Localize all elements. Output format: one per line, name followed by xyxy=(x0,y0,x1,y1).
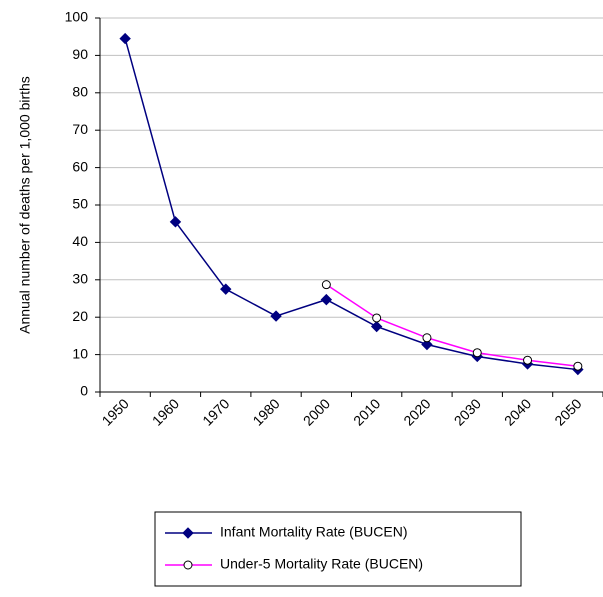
x-tick-label: 2040 xyxy=(501,395,534,428)
x-tick-label: 2030 xyxy=(451,395,484,428)
y-tick-label: 90 xyxy=(72,46,88,62)
x-tick-label: 2010 xyxy=(350,395,383,428)
x-tick-label: 1960 xyxy=(149,395,182,428)
data-point xyxy=(270,310,282,322)
series-line xyxy=(325,284,578,367)
data-point xyxy=(321,280,331,290)
legend-marker xyxy=(183,560,193,570)
y-tick-label: 0 xyxy=(80,383,88,399)
data-point xyxy=(220,283,232,295)
data-point xyxy=(421,338,433,351)
y-tick-label: 60 xyxy=(72,158,88,174)
y-tick-label: 20 xyxy=(72,308,88,324)
data-point xyxy=(573,361,583,371)
x-tick-label: 1980 xyxy=(249,395,282,428)
y-tick-label: 30 xyxy=(72,271,88,287)
x-tick-label: 2000 xyxy=(300,395,333,428)
data-point xyxy=(422,333,432,343)
y-tick-label: 100 xyxy=(65,9,89,25)
x-tick-label: 2050 xyxy=(551,395,584,428)
x-tick-label: 2020 xyxy=(400,395,433,428)
series-line xyxy=(124,38,578,371)
data-point xyxy=(523,355,533,365)
data-point xyxy=(370,320,383,333)
data-point xyxy=(372,313,382,323)
data-point xyxy=(119,32,131,45)
legend-box xyxy=(154,511,522,587)
y-tick-label: 50 xyxy=(72,196,88,212)
x-tick-label: 1970 xyxy=(199,395,232,428)
legend-marker xyxy=(182,527,194,539)
data-point xyxy=(169,216,182,228)
x-tick-label: 1950 xyxy=(99,395,132,428)
y-tick-label: 70 xyxy=(72,121,88,137)
y-tick-label: 80 xyxy=(72,84,88,100)
data-point xyxy=(472,348,482,358)
data-point xyxy=(320,293,333,306)
y-tick-label: 40 xyxy=(72,233,88,249)
legend-label: Infant Mortality Rate (BUCEN) xyxy=(220,524,408,540)
y-tick-label: 10 xyxy=(72,345,88,361)
legend-label: Under-5 Mortality Rate (BUCEN) xyxy=(220,556,423,572)
y-axis-title: Annual number of deaths per 1,000 births xyxy=(17,76,33,334)
